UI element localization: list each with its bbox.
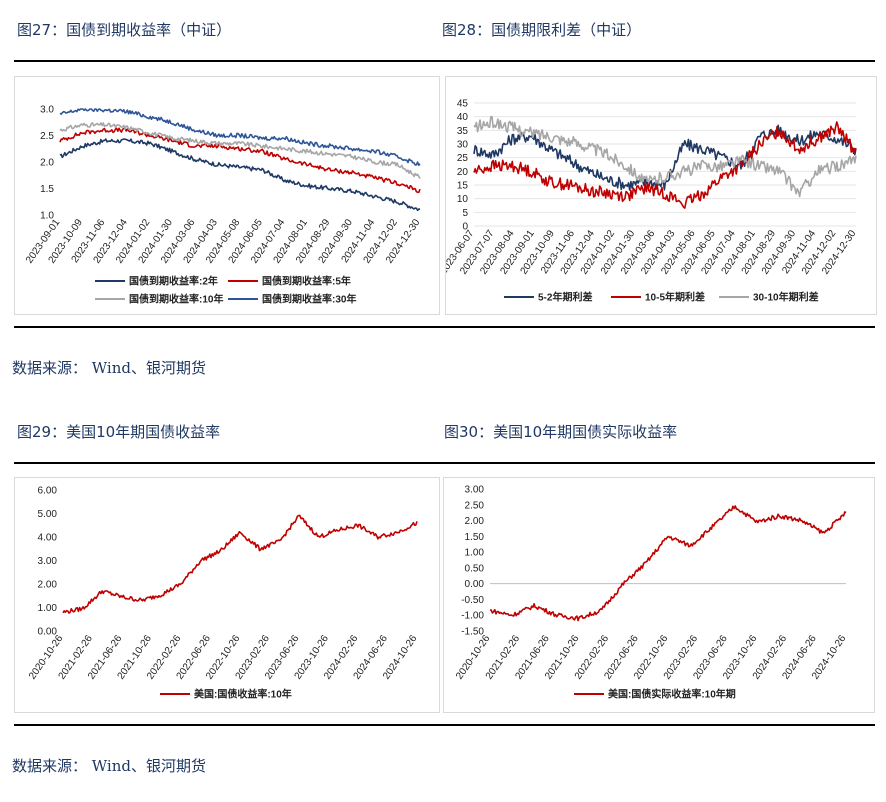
fig27-y-tick-label: 2.5 (40, 131, 54, 142)
fig27-y-tick-label: 2.0 (40, 158, 54, 169)
source-note-2: 数据来源： Wind、银河期货 (12, 757, 206, 775)
fig30-y-tick-label: -1.00 (461, 611, 484, 622)
fig30-y-tick-label: 1.00 (465, 548, 485, 559)
fig29-y-tick-label: 4.00 (38, 533, 58, 544)
fig29-legend-label: 美国:国债收益率:10年 (194, 688, 292, 701)
fig27-series-line (59, 127, 421, 194)
fig28-y-tick-label: 30 (457, 140, 469, 151)
fig28-y-tick-label: 45 (457, 99, 469, 110)
fig27-y-tick-label: 1.0 (40, 211, 54, 222)
bottom-rule-1 (14, 326, 875, 328)
fig28-y-tick-label: 5 (462, 208, 468, 219)
fig28-title: 图28：国债期限利差（中证） (442, 21, 642, 39)
fig30-y-tick-label: 0.50 (465, 563, 485, 574)
bottom-rule-2 (14, 724, 875, 726)
fig29-chart: 0.001.002.003.004.005.006.002020-10-2620… (27, 486, 420, 701)
fig27-chart: 1.01.52.02.53.02023-09-012023-10-092023-… (24, 105, 423, 306)
fig27-y-tick-label: 1.5 (40, 184, 54, 195)
fig30-series-line (489, 505, 847, 622)
fig29-y-tick-label: 0.00 (38, 627, 58, 638)
fig28-y-tick-label: 20 (457, 167, 469, 178)
fig27-panel: 1.0 1.5 2.0 2.5 3.0 2023-09-01 2023-10-09 2023-… (14, 76, 440, 315)
fig28-series-line (473, 121, 857, 209)
fig30-y-tick-label: 0.00 (465, 579, 485, 590)
fig29-panel: 0.00 1.00 2.00 3.00 4.00 5.00 6.00 2020-10-26 20… (14, 477, 440, 713)
fig28-legend-label: 30-10年期利差 (753, 291, 819, 304)
fig29-series-line (62, 514, 418, 614)
source-note-1: 数据来源： Wind、银河期货 (12, 359, 206, 377)
fig28-y-tick-label: 0 (462, 222, 468, 233)
fig29-y-tick-label: 3.00 (38, 556, 58, 567)
fig27-legend-label: 国债到期收益率:30年 (262, 293, 356, 306)
fig30-y-tick-label: -0.50 (461, 595, 484, 606)
fig29-title: 图29：美国10年期国债收益率 (17, 423, 221, 441)
fig30-y-tick-label: 2.50 (465, 500, 485, 511)
fig30-chart: -1.50 -1.00 -0.50 0.00 0.50 1.00 1.50 2.00 2.50 3… (454, 485, 849, 701)
fig27-legend-label: 国债到期收益率:10年 (129, 293, 223, 306)
fig28-series-line (473, 115, 857, 198)
fig27-series-line (59, 138, 421, 212)
fig28-panel: 0 5 10 15 20 25 30 35 40 45 2023-06-07 2023-07-07 20… (438, 76, 877, 315)
fig28-y-tick-label: 10 (457, 194, 469, 205)
fig30-y-tick-label: 3.00 (465, 485, 485, 496)
fig30-y-tick-label: -1.50 (461, 627, 484, 638)
fig30-title: 图30：美国10年期国债实际收益率 (444, 423, 678, 441)
fig28-y-tick-label: 25 (457, 153, 469, 164)
fig28-y-tick-label: 40 (457, 112, 469, 123)
fig28-y-tick-label: 35 (457, 126, 469, 137)
fig30-y-tick-label: 2.00 (465, 516, 485, 527)
fig28-legend-label: 5-2年期利差 (538, 291, 592, 304)
fig30-panel: -1.50 -1.00 -0.50 0.00 0.50 1.00 1.50 2.00 2.50 3… (443, 477, 875, 713)
fig28-series-line (473, 124, 857, 191)
fig27-series-line (59, 108, 421, 167)
fig27-legend-label: 国债到期收益率:2年 (129, 275, 218, 288)
fig28-y-tick-label: 15 (457, 181, 469, 192)
fig30-y-tick-label: 1.50 (465, 532, 485, 543)
top-rule-2 (14, 462, 875, 464)
fig29-y-tick-label: 6.00 (38, 486, 58, 497)
fig29-y-tick-label: 2.00 (38, 580, 58, 591)
fig27-y-tick-label: 3.0 (40, 105, 54, 116)
fig30-legend-label: 美国:国债实际收益率:10年期 (608, 688, 736, 701)
fig27-series-line (59, 122, 421, 179)
fig29-y-tick-label: 1.00 (38, 603, 58, 614)
fig29-y-tick-label: 5.00 (38, 509, 58, 520)
fig28-chart: 0510152025303540452023-06-072023-07-0720… (438, 99, 859, 304)
top-rule-1 (14, 60, 875, 62)
fig27-title: 图27：国债到期收益率（中证） (17, 21, 232, 39)
fig28-legend-label: 10-5年期利差 (645, 291, 705, 304)
fig27-legend-label: 国债到期收益率:5年 (262, 275, 351, 288)
